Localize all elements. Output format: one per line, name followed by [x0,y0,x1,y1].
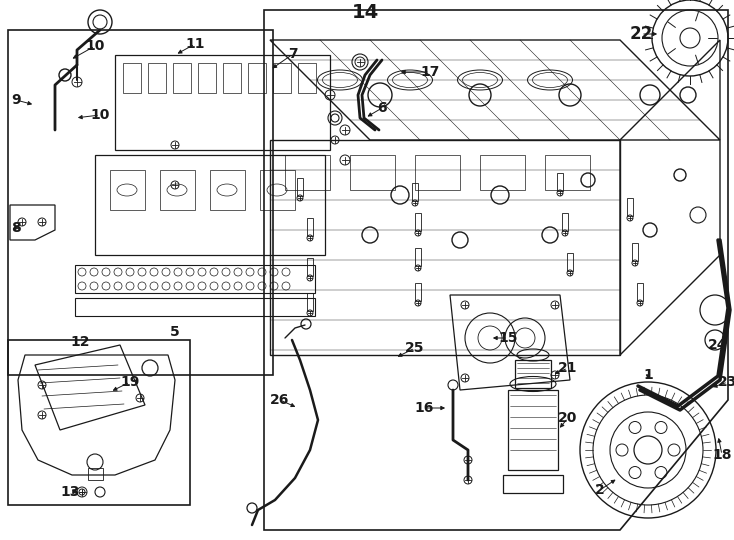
Text: 6: 6 [377,101,387,115]
Bar [248,63,266,93]
Bar [307,218,313,236]
Text: 5: 5 [170,325,180,339]
Bar [480,155,525,190]
Bar [115,55,330,150]
Text: 22: 22 [629,25,653,43]
Bar [260,170,295,210]
Text: 7: 7 [288,47,298,61]
Bar [307,293,313,311]
Bar [273,63,291,93]
Bar [298,63,316,93]
Bar [557,173,563,191]
Text: 23: 23 [719,375,734,389]
Text: 15: 15 [498,331,517,345]
Text: 14: 14 [352,3,379,22]
Bar [123,63,141,93]
Text: 25: 25 [405,341,425,355]
Bar [632,243,638,261]
Bar [110,170,145,210]
Bar [415,213,421,231]
Text: 8: 8 [11,221,21,235]
Bar [415,155,460,190]
Bar [75,298,315,316]
Bar [95,155,325,255]
Text: 20: 20 [559,411,578,425]
Text: 17: 17 [421,65,440,79]
Text: 24: 24 [708,338,727,352]
Text: 1: 1 [643,368,653,382]
Text: 10: 10 [85,39,105,53]
Text: 26: 26 [270,393,290,407]
Text: 21: 21 [559,361,578,375]
Bar [160,170,195,210]
Bar [412,183,418,201]
Bar [415,248,421,266]
Bar [627,198,633,216]
Text: 12: 12 [70,335,90,349]
Text: 11: 11 [185,37,205,51]
Text: 10: 10 [90,108,109,122]
Bar [515,360,551,388]
Bar [223,63,241,93]
Text: 2: 2 [595,483,605,497]
Bar [508,390,558,470]
Bar [75,265,315,293]
Bar [503,475,563,493]
Bar [545,155,590,190]
Bar [148,63,166,93]
Text: 18: 18 [712,448,732,462]
Bar [350,155,395,190]
Bar [297,178,303,196]
Bar [210,170,245,210]
Text: 9: 9 [11,93,21,107]
Text: 16: 16 [414,401,434,415]
Bar [285,155,330,190]
Bar [88,468,103,480]
Bar [8,30,273,375]
Text: 19: 19 [120,375,139,389]
Bar [173,63,191,93]
Bar [567,253,573,271]
Bar [637,283,643,301]
Bar [415,283,421,301]
Bar [562,213,568,231]
Bar [8,340,190,505]
Bar [198,63,216,93]
Bar [307,258,313,276]
Text: 13: 13 [60,485,80,499]
